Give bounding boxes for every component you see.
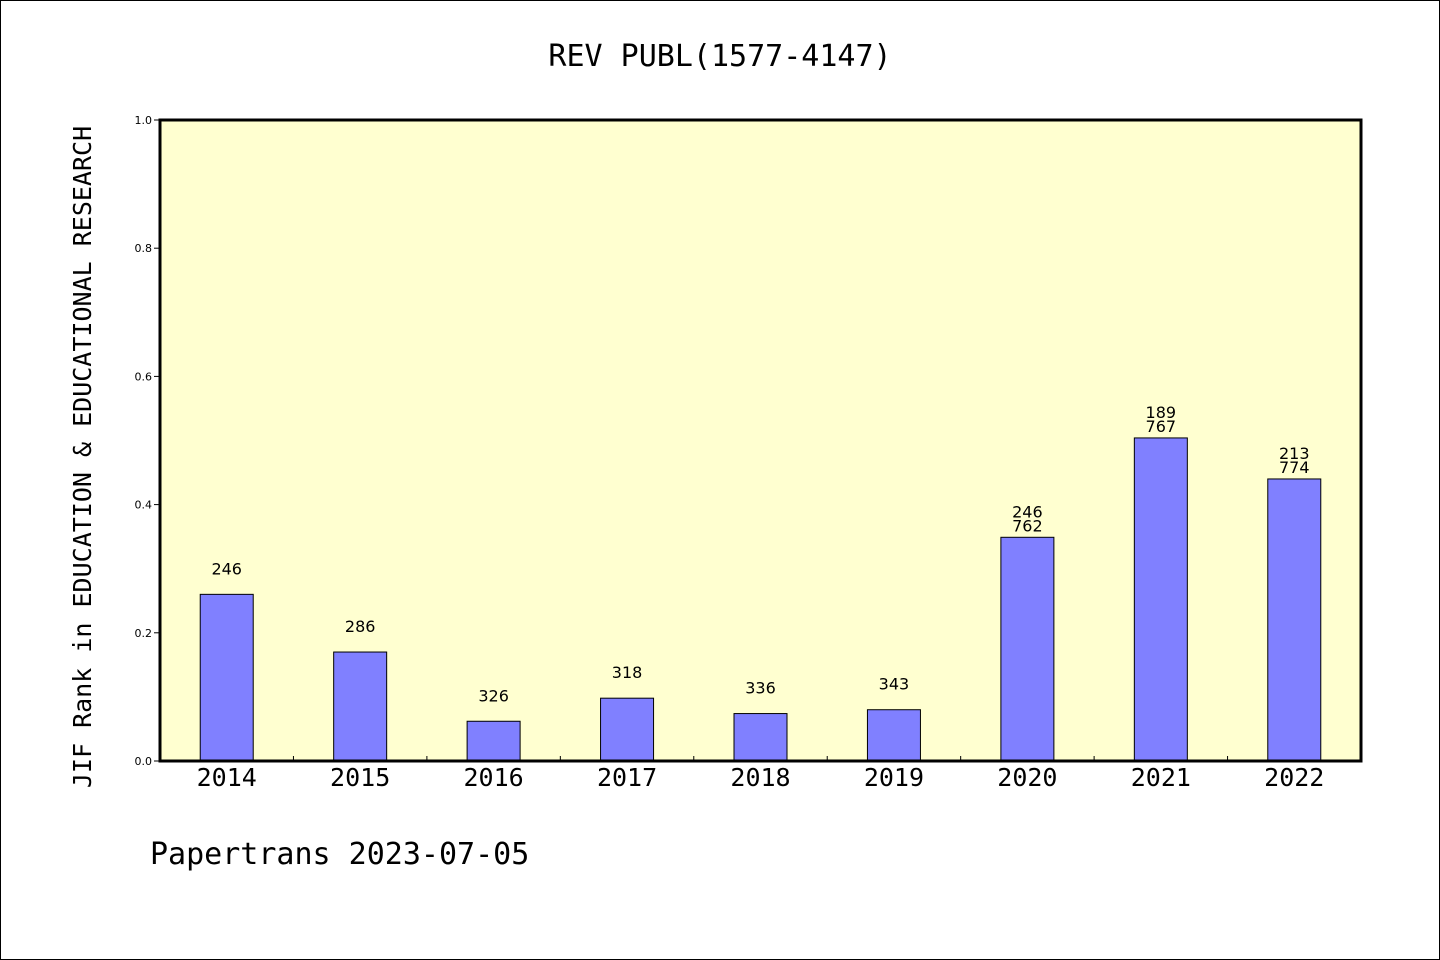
- x-tick-label: 2015: [330, 763, 390, 792]
- y-tick-label: 0.4: [135, 499, 153, 512]
- data-label: 246: [211, 559, 242, 578]
- x-tick-label: 2018: [730, 763, 790, 792]
- plot-border: [158, 118, 1363, 763]
- data-label: 286: [345, 617, 376, 636]
- bar-2016: [466, 720, 521, 762]
- x-tick-label: 2017: [597, 763, 657, 792]
- data-label-rank: 246: [1012, 502, 1043, 521]
- x-tick-label: 2019: [864, 763, 924, 792]
- bar-2015: [333, 651, 388, 762]
- footer-credit: Papertrans 2023-07-05: [150, 837, 529, 872]
- bar-2018: [733, 713, 788, 762]
- data-label-total: 762: [1012, 516, 1043, 535]
- data-label-total: 774: [1279, 458, 1310, 477]
- data-label: 336: [745, 679, 776, 698]
- x-tick-label: 2022: [1264, 763, 1324, 792]
- y-tick-label: 0.2: [135, 627, 153, 640]
- bar-2020: [1000, 536, 1055, 762]
- data-label-total: 767: [1146, 417, 1177, 436]
- y-tick-label: 1.0: [135, 114, 153, 127]
- chart-title: REV PUBL(1577-4147): [548, 39, 891, 74]
- data-label: 318: [612, 663, 643, 682]
- x-axis: 2014 2015 2016 2017 2018 2019 2020 2021 2022: [197, 756, 1324, 792]
- data-label-rank: 189: [1146, 403, 1177, 422]
- y-axis-label: JIF Rank in EDUCATION & EDUCATIONAL RESE…: [68, 126, 97, 788]
- x-tick-label: 2016: [464, 763, 524, 792]
- y-tick-label: 0.0: [135, 755, 153, 768]
- x-tick-label: 2020: [997, 763, 1057, 792]
- bar-2014: [199, 593, 254, 762]
- data-label: 326: [478, 686, 509, 705]
- bar-2019: [866, 709, 921, 762]
- y-axis: 0.0 0.2 0.4 0.6 0.8 1.0: [135, 114, 160, 768]
- y-tick-label: 0.8: [135, 242, 153, 255]
- bars-group: [199, 437, 1322, 762]
- data-label-rank: 213: [1279, 444, 1310, 463]
- x-tick-label: 2014: [197, 763, 257, 792]
- x-tick-label: 2021: [1131, 763, 1191, 792]
- data-label: 343: [879, 675, 910, 694]
- bar-2017: [600, 697, 655, 762]
- bar-2021: [1133, 437, 1188, 762]
- bar-2022: [1267, 478, 1322, 762]
- y-tick-label: 0.6: [135, 370, 153, 383]
